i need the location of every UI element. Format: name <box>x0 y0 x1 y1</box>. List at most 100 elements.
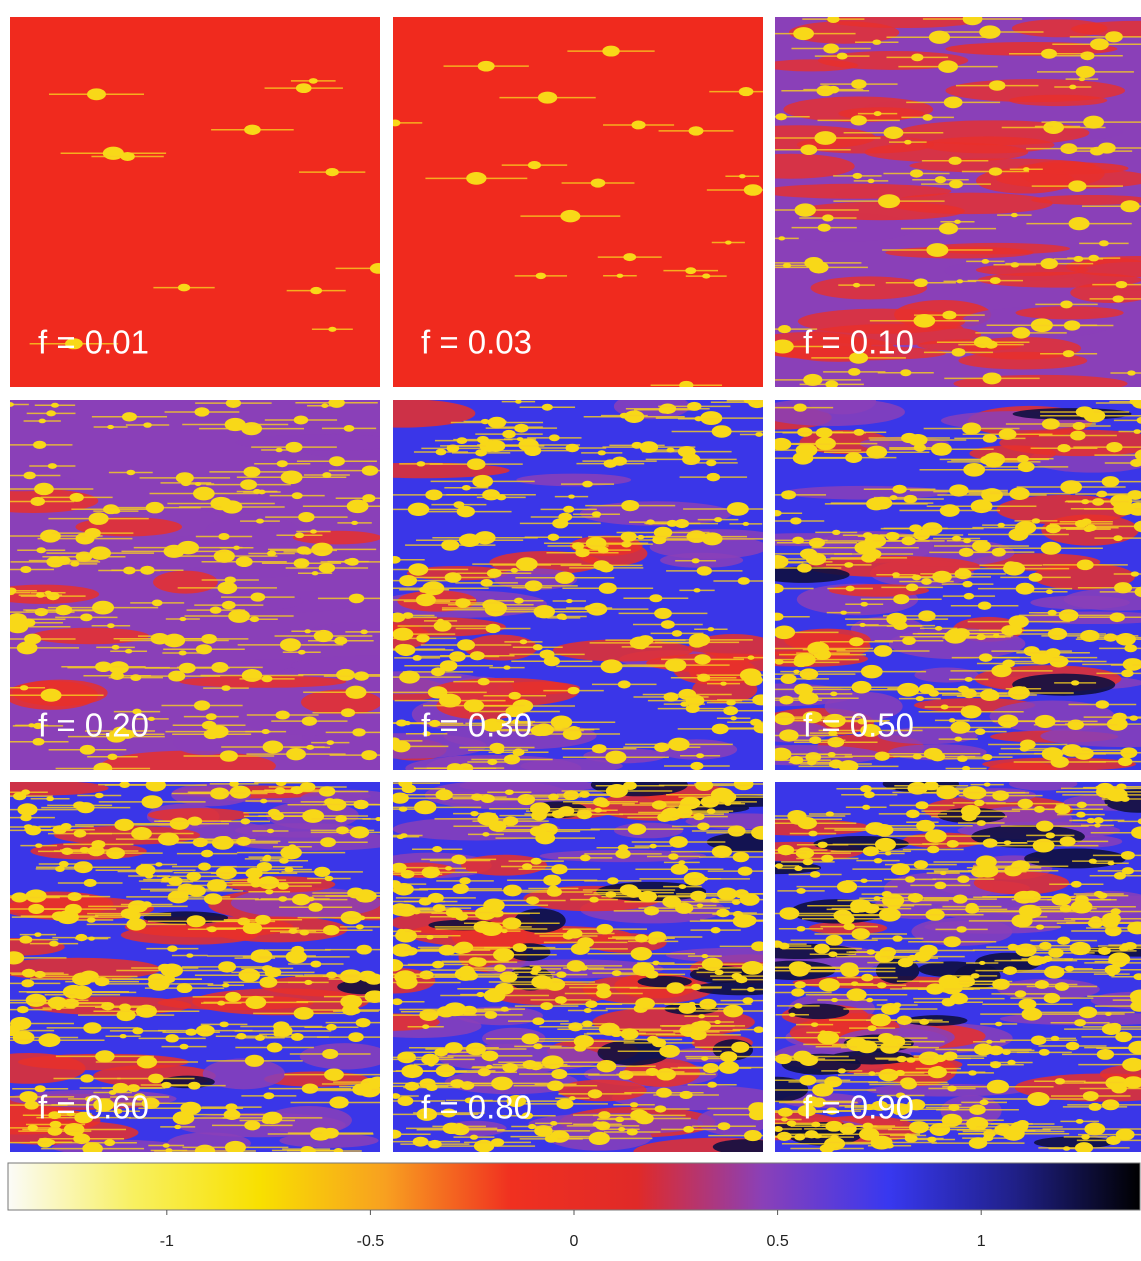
texture <box>647 1035 659 1044</box>
texture <box>351 520 359 526</box>
texture <box>777 844 795 856</box>
texture <box>778 325 792 334</box>
texture <box>1038 1048 1050 1056</box>
texture <box>696 753 705 759</box>
tick-label: -1 <box>160 1233 174 1250</box>
texture <box>356 944 372 955</box>
texture <box>75 933 88 942</box>
texture <box>954 219 961 224</box>
texture <box>1062 744 1083 757</box>
texture <box>291 893 311 906</box>
texture <box>648 938 659 945</box>
texture <box>136 1055 158 1069</box>
texture <box>194 407 210 417</box>
texture <box>1101 476 1120 488</box>
texture <box>697 822 710 831</box>
texture <box>986 1079 1010 1094</box>
texture <box>456 639 476 651</box>
texture <box>1060 480 1083 494</box>
texture <box>747 400 763 409</box>
texture <box>979 689 999 701</box>
texture <box>668 737 690 752</box>
texture <box>948 1104 960 1112</box>
texture <box>194 1144 216 1152</box>
texture <box>694 1020 712 1032</box>
texture <box>275 782 287 787</box>
texture <box>831 997 838 1003</box>
texture <box>934 176 947 184</box>
texture <box>948 156 962 165</box>
texture <box>598 582 617 594</box>
texture <box>308 78 318 84</box>
texture <box>141 1097 160 1109</box>
texture <box>591 744 607 754</box>
texture <box>1015 582 1035 595</box>
texture <box>25 993 47 1007</box>
texture <box>348 593 365 604</box>
texture <box>779 729 799 742</box>
texture <box>120 908 138 919</box>
texture <box>94 792 104 799</box>
texture <box>114 818 135 831</box>
texture <box>984 340 998 349</box>
texture <box>727 825 746 837</box>
texture <box>1051 893 1072 906</box>
texture <box>1063 588 1141 611</box>
texture <box>400 833 408 838</box>
texture <box>284 866 294 873</box>
texture <box>120 729 135 739</box>
texture <box>1078 1006 1098 1019</box>
texture <box>803 373 823 386</box>
texture <box>167 945 178 952</box>
texture <box>1034 980 1049 989</box>
texture <box>1133 520 1141 533</box>
texture <box>1035 820 1054 832</box>
texture <box>825 811 835 817</box>
texture <box>548 793 559 801</box>
texture <box>796 925 806 932</box>
texture <box>24 1100 39 1110</box>
panel <box>10 400 380 770</box>
texture <box>47 996 68 1009</box>
texture <box>126 918 147 931</box>
texture <box>412 1136 429 1147</box>
texture <box>662 895 682 908</box>
texture <box>638 890 658 903</box>
texture <box>678 860 686 865</box>
texture <box>602 45 620 57</box>
texture <box>310 960 322 968</box>
texture <box>513 597 524 604</box>
texture <box>121 412 137 422</box>
texture <box>299 929 310 936</box>
panel-label: f = 0.30 <box>421 707 532 744</box>
texture <box>915 695 925 702</box>
texture <box>896 1055 907 1063</box>
texture <box>265 889 274 895</box>
texture <box>293 558 310 569</box>
texture <box>666 519 678 527</box>
texture <box>860 664 883 679</box>
texture <box>918 683 935 694</box>
texture <box>775 1126 783 1132</box>
texture <box>1065 1041 1080 1051</box>
texture <box>552 518 569 529</box>
texture <box>1075 1118 1084 1124</box>
texture <box>725 240 732 245</box>
texture <box>968 1137 988 1149</box>
texture <box>1062 659 1069 664</box>
texture <box>897 682 920 697</box>
texture <box>867 1025 877 1032</box>
texture <box>618 1126 626 1132</box>
texture <box>280 845 302 860</box>
texture <box>944 629 967 644</box>
texture <box>1062 350 1075 358</box>
texture <box>505 705 524 718</box>
texture <box>480 794 495 804</box>
texture <box>551 1069 568 1080</box>
texture <box>784 628 871 652</box>
texture <box>613 822 683 839</box>
texture <box>544 1134 558 1143</box>
texture <box>881 890 892 898</box>
texture <box>979 1099 989 1106</box>
texture <box>1060 300 1073 309</box>
